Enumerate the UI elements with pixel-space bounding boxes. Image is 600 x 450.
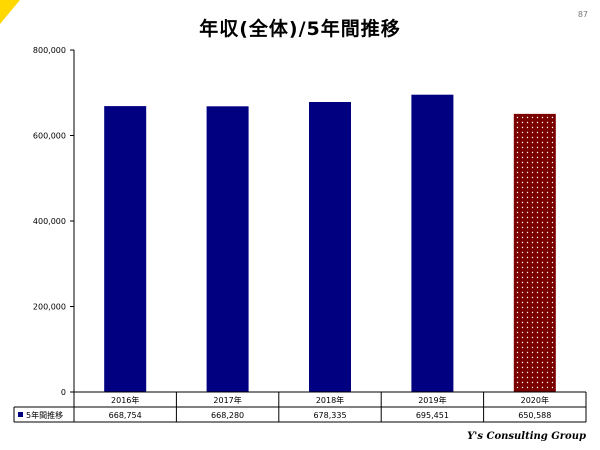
x-category-label: 2018年 — [316, 395, 344, 405]
y-tick-label: 600,000 — [33, 132, 66, 141]
table-cell-value: 668,280 — [211, 411, 244, 420]
series-name-label: 5年間推移 — [26, 410, 63, 420]
bars — [104, 94, 556, 393]
y-tick-label: 400,000 — [33, 217, 66, 226]
bar-highlight-4 — [513, 113, 556, 392]
legend-key-swatch — [18, 412, 23, 417]
y-axis: 0 200,000 400,000 600,000 800,000 — [33, 46, 75, 397]
table-cell-value: 650,588 — [518, 411, 551, 420]
bar-3 — [411, 94, 454, 392]
x-category-label: 2019年 — [418, 395, 446, 405]
data-table: 2016年 2017年 2018年 2019年 2020年 668,754 668,280 6… — [13, 391, 587, 423]
x-category-label: 2016年 — [111, 395, 139, 405]
y-tick-label: 200,000 — [33, 303, 66, 312]
table-cell-value: 668,754 — [109, 411, 142, 420]
x-category-label: 2020年 — [521, 395, 549, 405]
bar-1 — [206, 106, 249, 392]
y-tick-label: 800,000 — [33, 46, 66, 55]
table-cell-value: 695,451 — [416, 411, 449, 420]
page-number: 87 — [577, 10, 588, 19]
x-category-label: 2017年 — [213, 395, 241, 405]
bar-0 — [104, 106, 147, 392]
chart-title: 年収(全体)/5年間推移 — [199, 18, 401, 40]
footer-brand: Y's Consulting Group — [467, 431, 586, 442]
table-cell-value: 678,335 — [313, 411, 346, 420]
y-tick-label: 0 — [61, 388, 66, 397]
bar-2 — [309, 102, 351, 393]
